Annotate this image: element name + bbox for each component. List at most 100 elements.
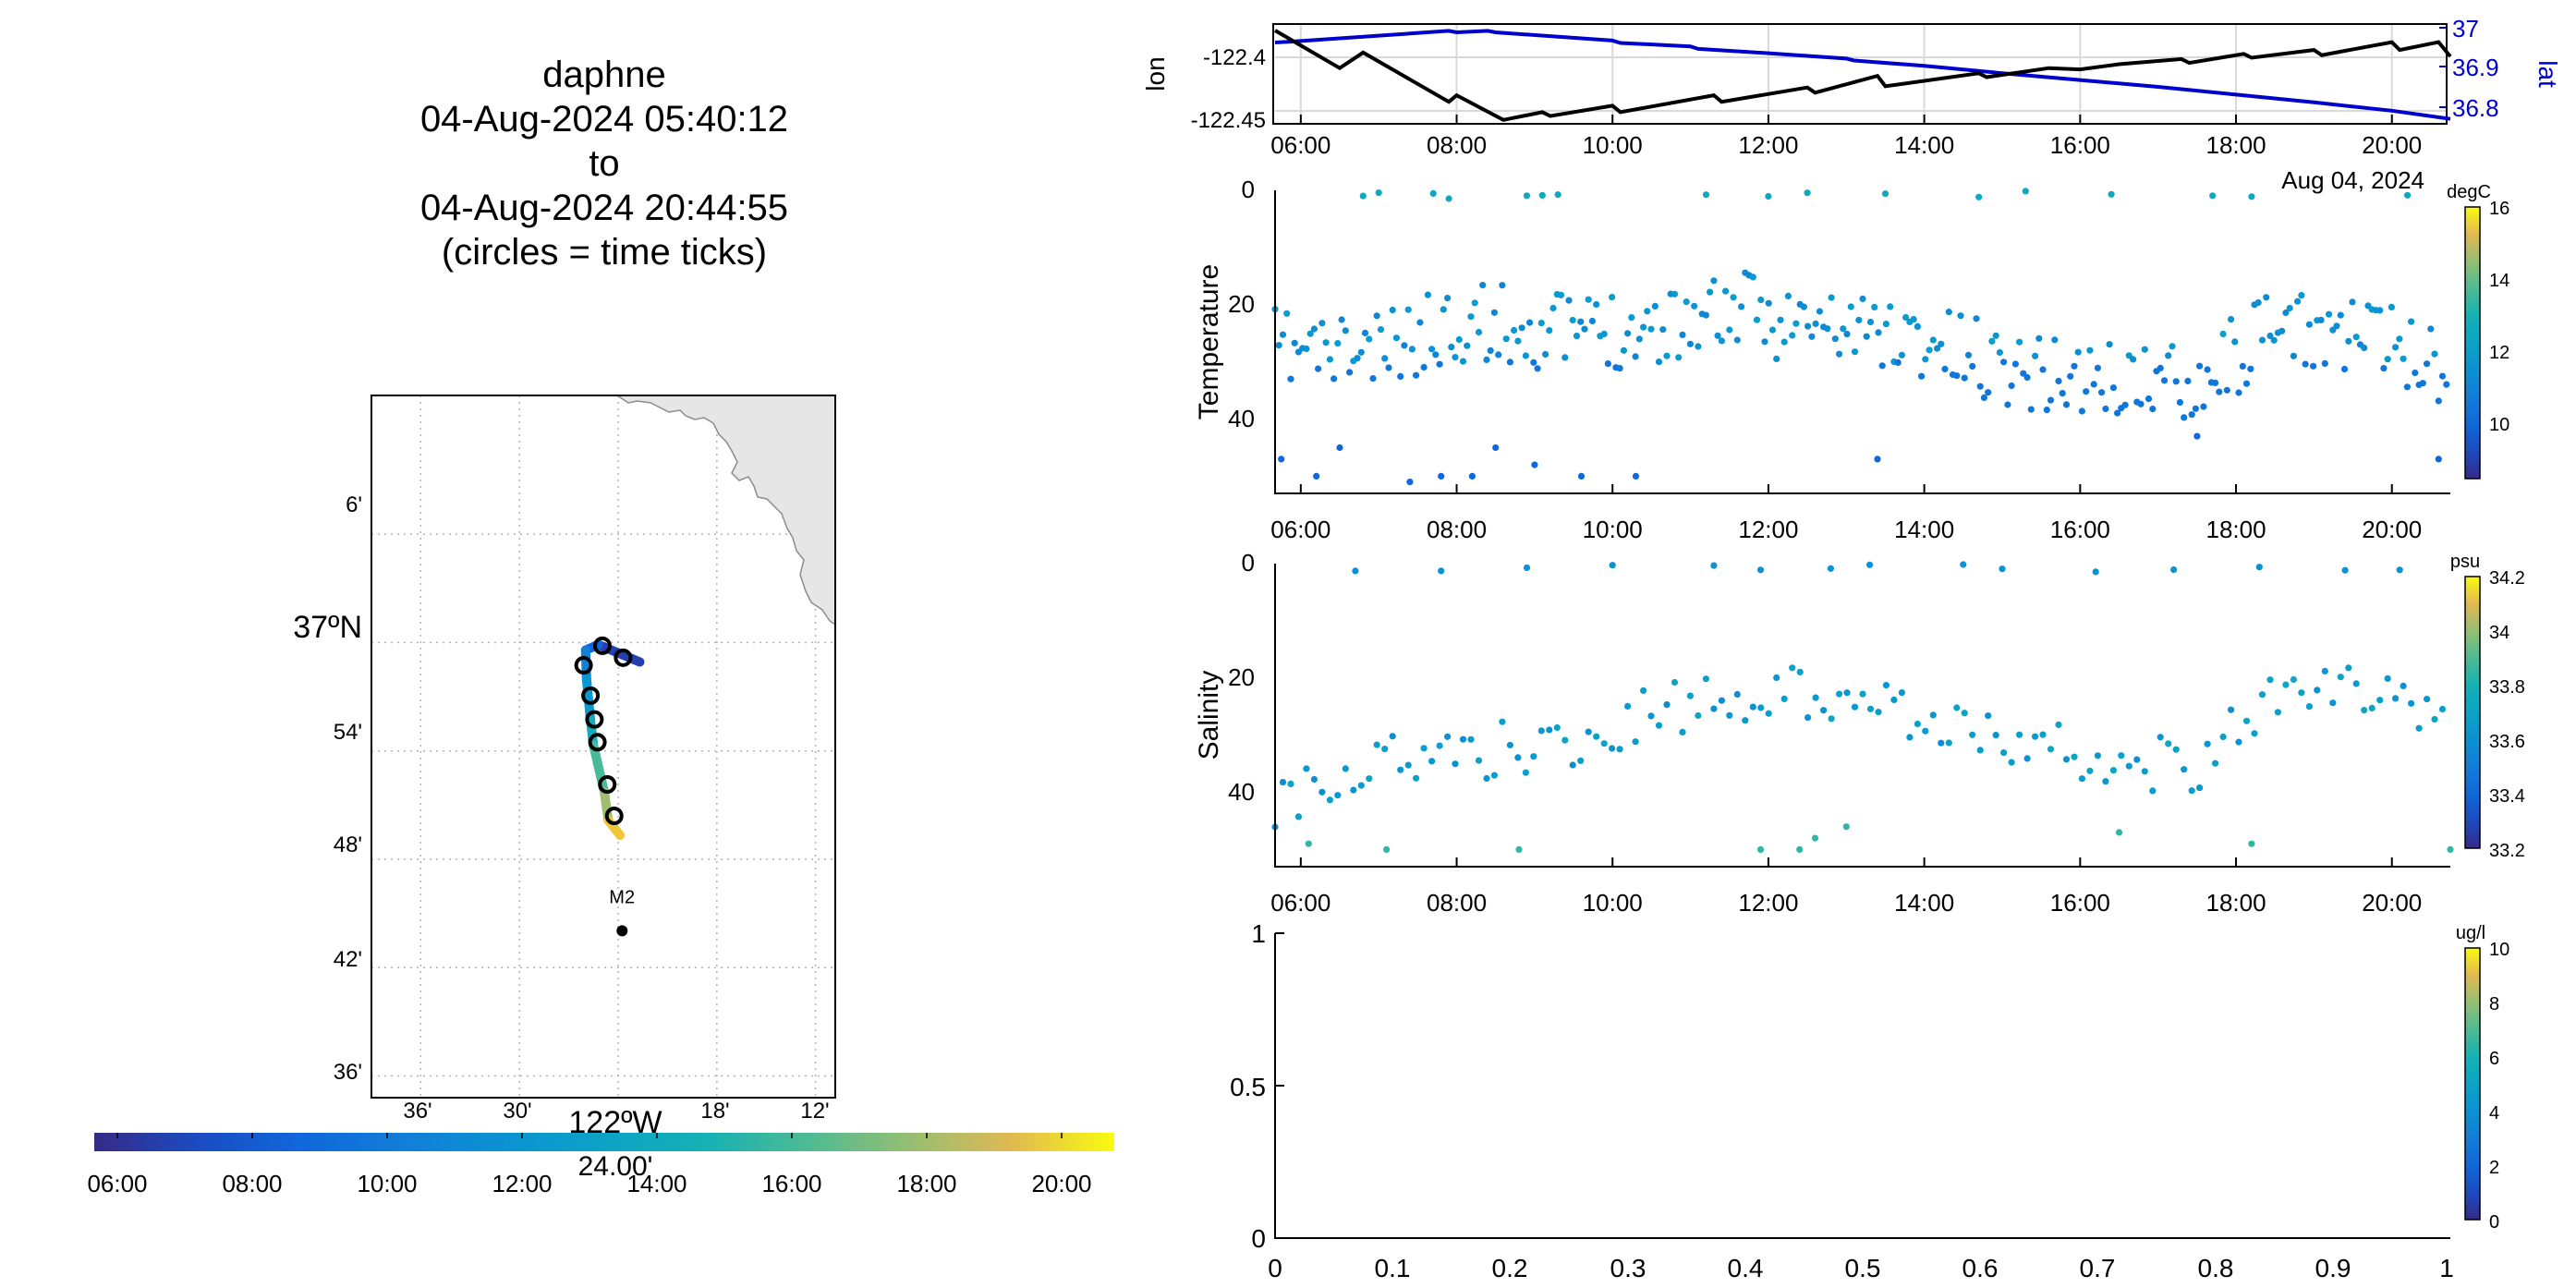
data-point — [1537, 320, 1545, 327]
lat-tick-label: 36.8 — [2452, 94, 2499, 122]
data-point — [2419, 380, 2426, 387]
depth-tick-label: 40 — [1228, 405, 1255, 432]
data-point — [2008, 759, 2015, 766]
data-point — [2157, 364, 2164, 371]
y-tick-label: 0.5 — [1230, 1073, 1266, 1101]
depth-tick-label: 20 — [1228, 663, 1255, 691]
data-point — [1616, 746, 1623, 753]
time-tick-circle — [588, 733, 607, 752]
salinity-colorbar-gradient — [2464, 576, 2481, 849]
chlorophyll-colorbar: ug/l 10 8 6 4 2 0 — [2456, 923, 2509, 1233]
data-point — [2125, 762, 2132, 770]
data-point — [1816, 308, 1823, 315]
data-point — [1455, 335, 1463, 344]
time-tick-label: 08:00 — [1427, 889, 1487, 917]
data-point — [1600, 740, 1608, 747]
data-point — [1906, 734, 1914, 741]
lon-axis-label: lon — [1141, 56, 1170, 91]
data-point — [1565, 297, 1573, 304]
data-point — [1361, 329, 1369, 336]
data-point — [1581, 325, 1588, 333]
data-point — [2384, 356, 2391, 363]
x-tick-label: 0.5 — [1845, 1254, 1881, 1282]
salinity-axes — [1274, 564, 2450, 868]
data-point — [1514, 754, 1522, 761]
data-point — [1882, 321, 1889, 328]
salinity-colorbar-ticks: 34.2 34 33.8 33.6 33.4 33.2 — [2489, 568, 2525, 861]
data-point — [1315, 365, 1322, 372]
colorbar-tick-label: 2 — [2489, 1158, 2499, 1178]
data-point — [1287, 375, 1294, 383]
colorbar-tick-label: 0 — [2489, 1212, 2499, 1233]
data-point — [1440, 306, 1447, 313]
data-point — [1436, 742, 1443, 749]
data-point — [1765, 192, 1772, 200]
chlorophyll-panel: 1 0.5 0 0 0.1 0.2 0.3 0.4 0.5 0.6 0.7 0.… — [1230, 919, 2509, 1282]
data-point — [2251, 730, 2258, 737]
lat-axis-label: lat — [2533, 60, 2562, 88]
data-point — [1756, 845, 1765, 854]
data-point — [1828, 294, 1835, 301]
data-point — [1691, 302, 1698, 310]
data-point — [1938, 340, 1945, 347]
data-point — [2408, 318, 2415, 325]
colorbar-tick-label: 33.2 — [2489, 841, 2525, 861]
data-point — [1546, 726, 1553, 734]
data-point — [2443, 381, 2450, 388]
data-point — [2062, 756, 2071, 763]
data-point — [1836, 690, 1843, 698]
data-point — [2149, 787, 2157, 795]
data-point — [2258, 336, 2266, 344]
data-point — [1881, 190, 1889, 198]
data-point — [1996, 348, 2003, 357]
map-lat-ticks: 6' 37ºN 54' 48' 42' 36' — [293, 492, 362, 1085]
lon-tick-label: 18' — [700, 1099, 729, 1124]
lon-tick-label: 30' — [503, 1099, 531, 1124]
data-point — [1960, 561, 1967, 568]
data-point — [1310, 325, 1318, 333]
time-tick-label: 18:00 — [2205, 516, 2266, 543]
data-point — [1910, 316, 1917, 323]
data-point — [2016, 338, 2023, 346]
data-point — [2396, 566, 2403, 574]
data-point — [2047, 746, 2055, 753]
data-point — [1346, 369, 1354, 376]
data-point — [1961, 374, 1968, 382]
colorbar-tick-label: 4 — [2489, 1103, 2499, 1124]
data-point — [1483, 774, 1490, 783]
data-point — [2290, 675, 2297, 684]
data-point — [1975, 193, 1983, 200]
data-point — [1894, 358, 1902, 366]
track-colorbar-gradient — [94, 1133, 1114, 1151]
data-point — [1945, 739, 1952, 747]
data-point — [1542, 350, 1549, 358]
data-point — [1934, 345, 1941, 352]
data-point — [1530, 358, 1537, 366]
salinity-colorbar-unit: psu — [2450, 552, 2480, 572]
data-point — [2078, 775, 2085, 783]
time-tick-circle — [614, 648, 633, 667]
data-point — [2333, 322, 2340, 330]
lon-ticks: -122.4 -122.45 — [1191, 45, 1266, 133]
data-point — [2212, 759, 2219, 767]
data-point — [2165, 352, 2172, 359]
data-point — [1827, 565, 1834, 572]
data-point — [1397, 372, 1404, 380]
data-point — [1534, 365, 1541, 372]
data-point — [2438, 372, 2447, 380]
depth-tick-label: 40 — [1228, 778, 1255, 806]
data-point — [1843, 689, 1851, 697]
data-point — [2106, 341, 2113, 348]
data-point — [2349, 298, 2356, 306]
time-tick-label: 20:00 — [2362, 516, 2422, 543]
data-point — [1863, 333, 1870, 340]
data-point — [1468, 472, 1476, 480]
time-tick-label: 12:00 — [1738, 889, 1798, 917]
data-point — [1702, 311, 1709, 319]
data-point — [1836, 350, 1843, 358]
data-point — [1675, 354, 1683, 361]
data-point — [2352, 334, 2360, 341]
temperature-colorbar: degC 16 14 12 10 — [2447, 182, 2509, 480]
data-point — [2032, 733, 2039, 740]
